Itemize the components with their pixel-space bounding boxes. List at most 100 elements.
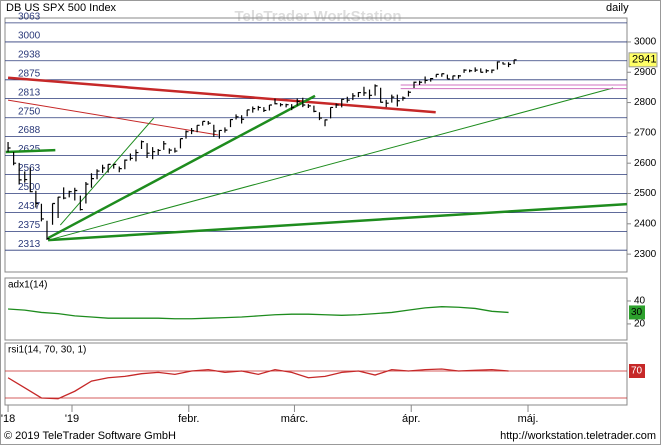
last-value-box xyxy=(628,52,658,68)
price-bar xyxy=(179,138,183,149)
price-bar xyxy=(190,128,195,135)
y-tick-label: 2300 xyxy=(634,249,657,260)
price-bar xyxy=(368,89,373,100)
price-bar xyxy=(68,190,72,198)
price-bar xyxy=(435,73,439,78)
price-bar xyxy=(140,140,145,149)
price-bar xyxy=(496,61,500,70)
price-bar xyxy=(90,173,94,188)
level-label: 2750 xyxy=(18,106,41,117)
price-bar xyxy=(452,75,456,81)
price-bar xyxy=(213,124,217,137)
price-bar xyxy=(346,96,350,103)
panel-value: 70 xyxy=(631,366,643,377)
level-label: 2625 xyxy=(18,144,41,155)
level-label: 2813 xyxy=(18,87,41,98)
price-bar xyxy=(207,121,211,125)
price-bar xyxy=(257,105,261,111)
panel-value-box xyxy=(629,363,645,378)
price-bar xyxy=(363,86,367,96)
price-bar xyxy=(480,68,484,73)
indicator-line xyxy=(7,368,509,400)
price-bar xyxy=(18,162,22,185)
y-tick-label: 2800 xyxy=(634,97,657,108)
price-bar xyxy=(107,163,111,173)
price-bar xyxy=(318,112,322,121)
interval: daily xyxy=(606,2,629,14)
price-bar xyxy=(168,148,172,154)
price-bar xyxy=(268,104,272,111)
panel-value-box xyxy=(629,305,645,320)
price-bar xyxy=(101,164,106,173)
price-bar xyxy=(335,103,339,109)
level-label: 2563 xyxy=(18,163,41,174)
y-tick-label: 2700 xyxy=(634,128,657,139)
price-bar xyxy=(324,119,328,127)
footer-right: http://workstation.teletrader.com xyxy=(500,430,656,442)
price-bar xyxy=(274,98,278,105)
price-bar xyxy=(241,115,245,124)
price-bar xyxy=(485,69,489,73)
panel-value: 30 xyxy=(631,307,643,318)
price-bar xyxy=(279,103,284,107)
price-bar xyxy=(285,103,289,108)
y-tick-label: 2900 xyxy=(634,67,657,78)
price-bar xyxy=(457,74,462,79)
price-bar xyxy=(174,147,178,153)
price-bar xyxy=(252,106,256,113)
x-tick-label: márc. xyxy=(281,413,309,425)
price-bar xyxy=(341,98,345,108)
price-bar xyxy=(40,203,44,222)
x-tick-label: máj. xyxy=(518,413,539,425)
price-bar xyxy=(35,190,39,208)
panel-title: adx1(14) xyxy=(8,280,47,291)
price-bar xyxy=(502,61,506,65)
price-bar xyxy=(513,59,517,65)
price-bar xyxy=(51,202,56,225)
price-bar xyxy=(135,149,139,162)
trend-line xyxy=(59,117,155,226)
price-bar xyxy=(313,105,317,113)
price-bar xyxy=(118,166,122,173)
level-label: 3063 xyxy=(18,11,41,22)
price-bar xyxy=(63,187,67,200)
price-bar xyxy=(224,127,228,133)
price-bar xyxy=(129,153,133,161)
level-label: 2437 xyxy=(18,201,41,212)
level-label: 2500 xyxy=(18,182,41,193)
price-bar xyxy=(296,98,300,106)
price-bar xyxy=(302,97,306,108)
trend-line xyxy=(48,202,627,242)
price-bar xyxy=(13,151,17,166)
price-bar xyxy=(202,120,206,126)
price-bar xyxy=(96,169,100,180)
price-bar xyxy=(291,104,295,111)
price-bar xyxy=(229,118,233,128)
price-bar xyxy=(357,91,361,98)
price-bar xyxy=(46,220,50,240)
x-tick-label: '18 xyxy=(1,413,15,425)
panel-title: rsi1(14, 70, 30, 1) xyxy=(8,345,86,356)
price-bar xyxy=(507,62,512,68)
price-bar xyxy=(491,69,495,74)
trend-line xyxy=(5,148,56,154)
price-bar xyxy=(218,129,222,139)
y-tick-label: 3000 xyxy=(634,37,657,48)
price-bar xyxy=(352,93,356,101)
price-bar xyxy=(85,181,89,204)
trend-line xyxy=(47,87,614,241)
price-bar xyxy=(57,196,61,219)
price-bar xyxy=(185,130,189,139)
price-bar xyxy=(79,195,83,211)
adx-panel xyxy=(4,277,628,341)
price-bar xyxy=(146,143,150,159)
price-bar xyxy=(74,187,78,201)
price-bar xyxy=(441,73,445,77)
price-bar xyxy=(385,99,389,108)
y-tick-label: 2500 xyxy=(634,188,657,199)
price-bar xyxy=(391,94,395,103)
price-bar xyxy=(307,104,311,109)
price-bar xyxy=(157,148,161,156)
price-bar xyxy=(407,90,411,97)
